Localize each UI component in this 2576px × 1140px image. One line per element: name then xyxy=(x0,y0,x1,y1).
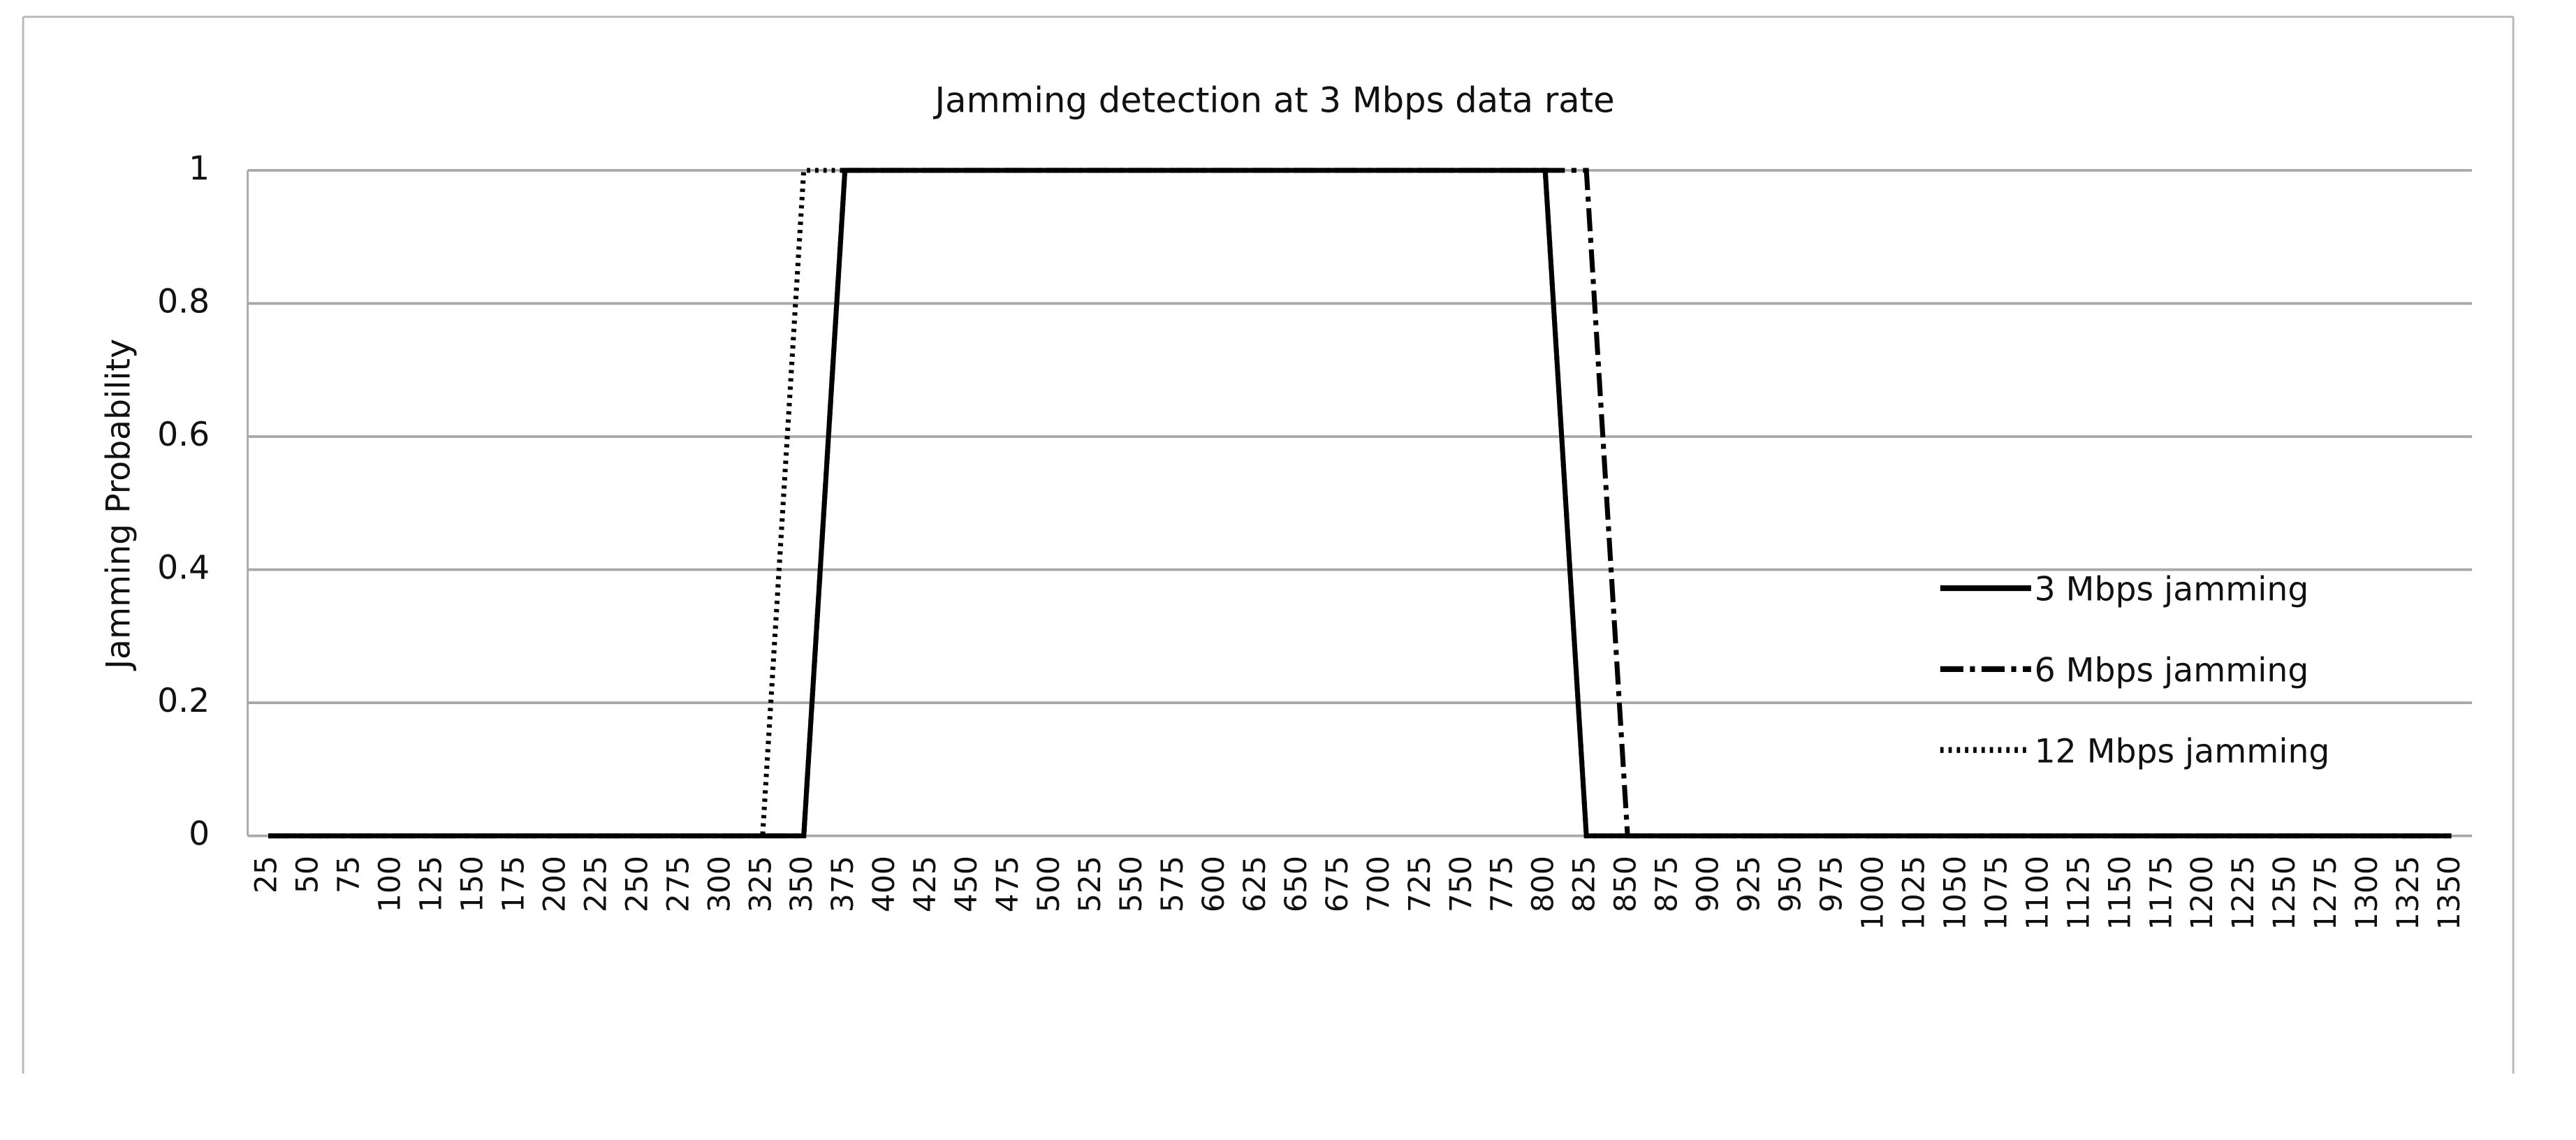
legend-label: 6 Mbps jamming xyxy=(2035,652,2309,690)
plot xyxy=(268,168,2452,839)
x-tick-label: 175 xyxy=(497,856,531,912)
x-tick-label: 600 xyxy=(1197,856,1231,912)
x-tick-label: 325 xyxy=(744,856,778,912)
y-tick-label: 0 xyxy=(189,815,210,854)
frame xyxy=(22,15,2515,1074)
x-tick-label: 625 xyxy=(1238,856,1273,912)
x-tick-label: 1275 xyxy=(2309,856,2343,931)
x-tick-label: 700 xyxy=(1362,856,1396,912)
y-tick-label: 0.8 xyxy=(157,282,210,321)
x-tick-label: 400 xyxy=(868,856,902,912)
y-tick-label: 0.6 xyxy=(157,416,210,454)
x-tick-label: 75 xyxy=(332,856,367,893)
y-tick-label: 0.2 xyxy=(157,682,210,720)
x-tick-label: 475 xyxy=(991,856,1025,912)
x-tick-label: 300 xyxy=(703,856,737,912)
x-tick-label: 1225 xyxy=(2227,856,2261,931)
x-tick-label: 675 xyxy=(1321,856,1355,912)
legend-label: 12 Mbps jamming xyxy=(2035,732,2330,770)
x-tick-label: 1050 xyxy=(1938,856,1973,931)
x-tick-label: 1100 xyxy=(2021,856,2055,931)
x-tick-label: 1250 xyxy=(2268,856,2302,931)
x-tick-label: 450 xyxy=(950,856,984,912)
x-tick-label: 575 xyxy=(1156,856,1190,912)
legend-label: 3 Mbps jamming xyxy=(2035,571,2309,609)
x-tick-label: 1200 xyxy=(2186,856,2220,931)
x-tick-label: 25 xyxy=(250,856,284,893)
y-tick-label: 0.4 xyxy=(157,549,210,587)
x-tick-labels: 25 50 75 100 125 150 175 200 225 250 275 300 325 350 3… xyxy=(250,856,2467,931)
x-tick-label: 1150 xyxy=(2103,856,2137,931)
x-tick-label: 200 xyxy=(538,856,572,912)
x-tick-label: 125 xyxy=(414,856,448,912)
x-tick-label: 975 xyxy=(1815,856,1850,912)
x-tick-label: 1350 xyxy=(2433,856,2467,931)
chart-title: Jamming detection at 3 Mbps data rate xyxy=(933,80,1615,120)
x-tick-label: 500 xyxy=(1032,856,1067,912)
x-tick-label: 750 xyxy=(1444,856,1479,912)
x-tick-label: 150 xyxy=(455,856,490,912)
x-tick-label: 800 xyxy=(1527,856,1561,912)
x-tick-label: 250 xyxy=(620,856,654,912)
x-tick-label: 550 xyxy=(1115,856,1149,912)
x-tick-label: 650 xyxy=(1280,856,1314,912)
x-tick-label: 350 xyxy=(785,856,819,912)
x-tick-label: 50 xyxy=(291,856,325,893)
x-tick-label: 1300 xyxy=(2350,856,2385,931)
x-tick-label: 1000 xyxy=(1856,856,1890,931)
x-tick-label: 525 xyxy=(1074,856,1108,912)
x-tick-label: 1175 xyxy=(2144,856,2179,931)
y-tick-label: 1 xyxy=(189,149,210,188)
y-axis-label: Jamming Probability xyxy=(100,339,138,671)
x-tick-label: 1075 xyxy=(1979,856,2014,931)
x-tick-label: 375 xyxy=(826,856,861,912)
x-tick-label: 275 xyxy=(661,856,696,912)
x-tick-label: 225 xyxy=(579,856,613,912)
x-tick-label: 850 xyxy=(1609,856,1644,912)
legend: 3 Mbps jamming 6 Mbps jamming 12 Mbps jamm… xyxy=(1940,571,2330,770)
x-tick-label: 100 xyxy=(374,856,408,912)
x-tick-label: 775 xyxy=(1486,856,1520,912)
x-tick-label: 825 xyxy=(1568,856,1602,912)
x-tick-label: 725 xyxy=(1403,856,1437,912)
x-tick-label: 1025 xyxy=(1897,856,1931,931)
series-line xyxy=(268,168,2452,839)
x-tick-label: 1325 xyxy=(2392,856,2426,931)
x-tick-label: 925 xyxy=(1733,856,1767,912)
x-tick-label: 425 xyxy=(909,856,943,912)
x-tick-label: 950 xyxy=(1774,856,1808,912)
x-tick-label: 875 xyxy=(1651,856,1685,912)
x-tick-label: 1125 xyxy=(2062,856,2096,931)
x-tick-label: 900 xyxy=(1692,856,1726,912)
